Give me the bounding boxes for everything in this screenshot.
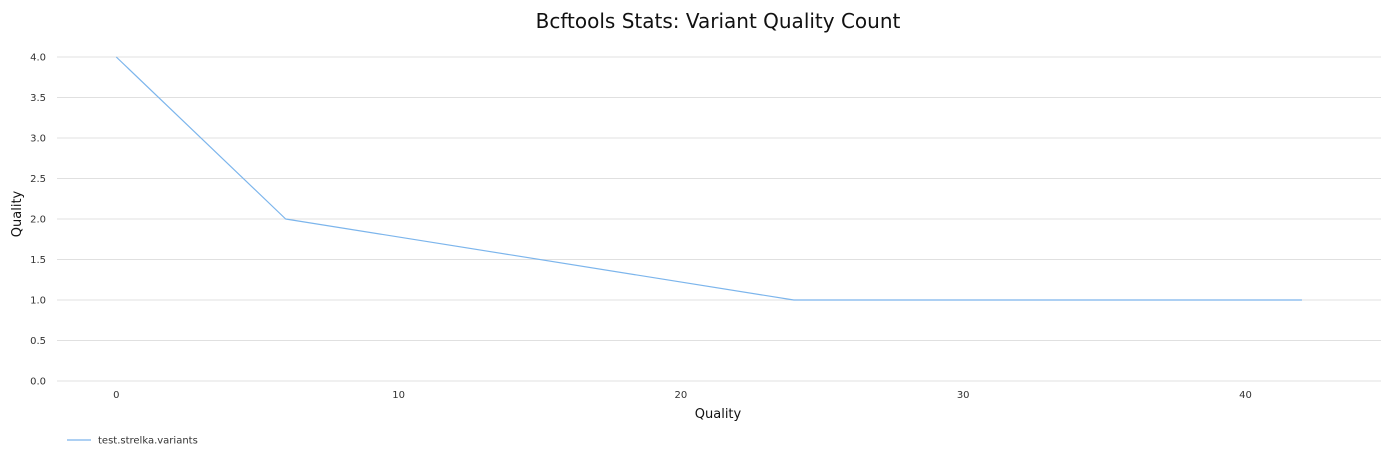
y-tick-label: 0.5 [30,336,46,347]
series-line[interactable] [115,56,1302,301]
y-tick-labels: 0.0 0.5 1.0 1.5 2.0 2.5 3.0 3.5 4.0 [30,53,46,388]
y-tick-label: 2.0 [30,215,46,226]
x-tick-label: 0 [113,390,119,401]
x-tick-label: 20 [675,390,688,401]
y-tick-label: 3.0 [30,134,46,145]
legend-label[interactable]: test.strelka.variants [98,436,198,447]
chart-title: Bcftools Stats: Variant Quality Count [536,9,901,33]
x-tick-label: 40 [1239,390,1252,401]
y-tick-label: 1.0 [30,296,46,307]
x-tick-label: 10 [392,390,405,401]
x-tick-labels: 0 10 20 30 40 [113,390,1252,401]
y-tick-label: 0.0 [30,377,46,388]
grid-layer [57,56,1381,382]
y-tick-label: 3.5 [30,93,46,104]
y-tick-label: 1.5 [30,255,46,266]
series-layer [115,56,1302,301]
y-tick-label: 4.0 [30,53,46,64]
y-tick-label: 2.5 [30,174,46,185]
x-tick-label: 30 [957,390,970,401]
legend[interactable]: test.strelka.variants [67,436,198,447]
y-axis-label: Quality [10,190,25,237]
x-axis-label: Quality [695,407,742,422]
